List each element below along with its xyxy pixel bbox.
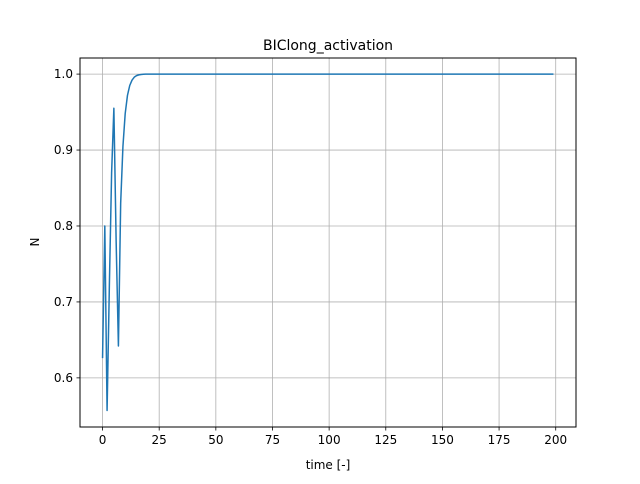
- x-tick-label: 25: [152, 433, 167, 447]
- series-layer: [101, 73, 554, 412]
- y-tick-label: 0.8: [54, 219, 73, 233]
- y-tick-label: 0.7: [54, 295, 73, 309]
- x-tick-label: 100: [318, 433, 341, 447]
- x-axis-label: time [-]: [306, 458, 351, 472]
- axis-ticks: 0 25 50 75 100 125 150 175 200 0.6 0.7 0.8 0.9 1.0: [54, 67, 567, 447]
- x-tick-label: 175: [488, 433, 511, 447]
- y-axis-label: N: [28, 238, 42, 247]
- x-tick-label: 0: [99, 433, 107, 447]
- y-tick-label: 0.6: [54, 371, 73, 385]
- chart-title: BIClong_activation: [263, 38, 393, 54]
- x-tick-label: 75: [265, 433, 280, 447]
- y-tick-label: 1.0: [54, 67, 73, 81]
- series-line: [101, 73, 554, 412]
- x-tick-label: 125: [374, 433, 397, 447]
- plot-frame: [79, 57, 577, 428]
- y-tick-label: 0.9: [54, 143, 73, 157]
- x-tick-label: 150: [431, 433, 454, 447]
- x-tick-label: 200: [544, 433, 567, 447]
- x-tick-label: 50: [208, 433, 223, 447]
